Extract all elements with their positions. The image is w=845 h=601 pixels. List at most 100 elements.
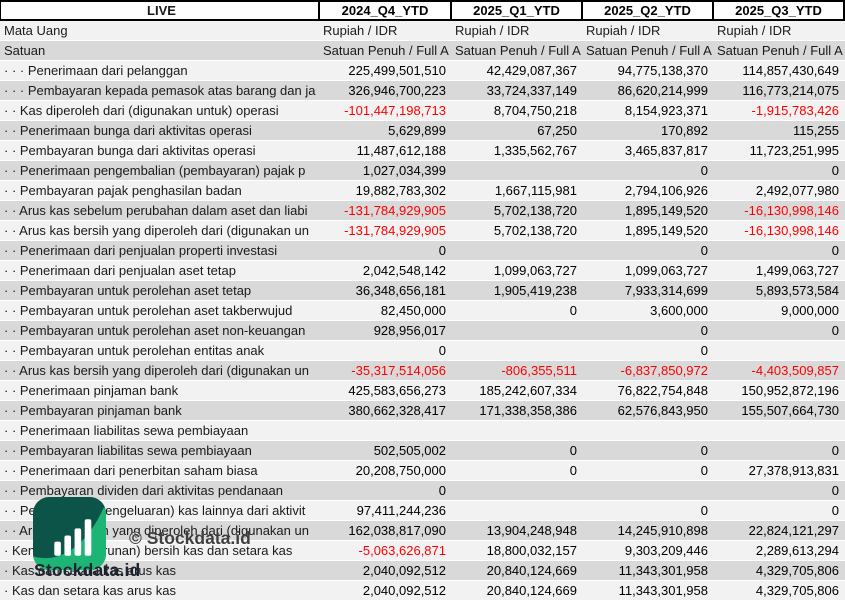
value-cell[interactable]: 1,905,419,238 xyxy=(493,283,577,298)
value-cell[interactable]: 5,702,138,720 xyxy=(493,223,577,238)
row-label[interactable]: · · Arus kas sebelum perubahan dalam ase… xyxy=(4,203,308,218)
value-cell[interactable]: 0 xyxy=(831,243,839,258)
value-cell[interactable]: 502,505,002 xyxy=(373,443,446,458)
row-label[interactable]: · · Pembayaran pinjaman bank xyxy=(4,403,182,418)
value-cell[interactable]: 0 xyxy=(700,343,708,358)
value-cell[interactable]: 116,773,214,075 xyxy=(742,83,839,98)
value-cell[interactable]: 19,882,783,302 xyxy=(355,183,446,198)
value-cell[interactable]: -131,784,929,905 xyxy=(344,223,446,238)
value-cell[interactable] xyxy=(452,241,583,260)
value-cell[interactable] xyxy=(452,481,583,500)
value-cell[interactable]: 0 xyxy=(438,243,446,258)
value-cell[interactable]: 7,933,314,699 xyxy=(624,283,708,298)
row-label[interactable]: · · Arus kas bersih yang diperoleh dari … xyxy=(4,223,309,238)
value-cell[interactable] xyxy=(452,321,583,340)
row-label[interactable]: · · Penerimaan pengembalian (pembayaran)… xyxy=(4,163,306,178)
value-cell[interactable]: 0 xyxy=(569,463,577,478)
value-cell[interactable] xyxy=(583,481,714,500)
value-cell[interactable]: 0 xyxy=(569,443,577,458)
value-cell[interactable]: -131,784,929,905 xyxy=(344,203,446,218)
value-cell[interactable]: 67,250 xyxy=(537,123,577,138)
value-cell[interactable]: 0 xyxy=(438,483,446,498)
value-cell[interactable]: 2,040,092,512 xyxy=(362,563,446,578)
value-cell[interactable]: 0 xyxy=(700,323,708,338)
row-label[interactable]: Satuan xyxy=(4,43,46,58)
value-cell[interactable]: 115,255 xyxy=(792,123,839,138)
value-cell[interactable]: 1,335,562,767 xyxy=(493,143,577,158)
value-cell[interactable]: 1,099,063,727 xyxy=(624,263,708,278)
value-cell[interactable] xyxy=(583,421,714,440)
value-cell[interactable]: 1,027,034,399 xyxy=(362,163,446,178)
header-cell-2025_q3_ytd[interactable]: 2025_Q3_YTD xyxy=(714,2,845,19)
value-cell[interactable]: 170,892 xyxy=(661,123,708,138)
row-label[interactable]: · · Penerimaan liabilitas sewa pembiayaa… xyxy=(4,423,249,438)
value-cell[interactable]: 11,487,612,188 xyxy=(356,143,446,158)
value-cell[interactable]: 2,289,613,294 xyxy=(755,543,839,558)
value-cell[interactable]: -35,317,514,056 xyxy=(351,363,446,378)
value-cell[interactable]: 11,343,301,958 xyxy=(618,583,708,598)
value-cell[interactable]: -1,915,783,426 xyxy=(751,103,839,118)
value-cell[interactable]: 82,450,000 xyxy=(380,303,446,318)
value-cell[interactable]: 76,822,754,848 xyxy=(617,383,708,398)
value-cell[interactable]: 0 xyxy=(700,243,708,258)
value-cell[interactable]: 0 xyxy=(831,323,839,338)
row-label[interactable]: · · Penerimaan dari penjualan properti i… xyxy=(4,243,278,258)
value-cell[interactable]: 1,895,149,520 xyxy=(624,223,708,238)
row-label[interactable]: · · Pembayaran untuk perolehan aset takb… xyxy=(4,303,293,318)
value-cell[interactable] xyxy=(452,161,583,180)
value-cell[interactable]: 20,840,124,669 xyxy=(486,563,577,578)
header-cell-live[interactable]: LIVE xyxy=(0,2,320,19)
value-cell[interactable]: 18,800,032,157 xyxy=(486,543,577,558)
row-label[interactable]: Mata Uang xyxy=(4,23,68,38)
value-cell[interactable]: -101,447,198,713 xyxy=(344,103,446,118)
value-cell[interactable]: 0 xyxy=(700,503,708,518)
value-cell[interactable]: -5,063,626,871 xyxy=(358,543,446,558)
value-cell[interactable]: 94,775,138,370 xyxy=(617,63,708,78)
value-cell[interactable]: 86,620,214,999 xyxy=(617,83,708,98)
value-cell[interactable]: 5,702,138,720 xyxy=(493,203,577,218)
value-cell[interactable]: 114,857,430,649 xyxy=(742,63,839,78)
value-cell[interactable]: -806,355,511 xyxy=(501,363,577,378)
meta-value-cell[interactable]: Rupiah / IDR xyxy=(586,23,661,38)
value-cell[interactable]: 27,378,913,831 xyxy=(748,463,839,478)
value-cell[interactable]: 1,895,149,520 xyxy=(624,203,708,218)
value-cell[interactable]: -4,403,509,857 xyxy=(751,363,839,378)
value-cell[interactable]: 162,038,817,090 xyxy=(348,523,446,538)
row-label[interactable]: · · Pembayaran dividen dari aktivitas pe… xyxy=(4,483,283,498)
value-cell[interactable]: 20,840,124,669 xyxy=(486,583,577,598)
value-cell[interactable] xyxy=(452,341,583,360)
value-cell[interactable] xyxy=(452,501,583,520)
value-cell[interactable]: 5,629,899 xyxy=(388,123,446,138)
value-cell[interactable]: 155,507,664,730 xyxy=(741,403,839,418)
header-cell-2025_q2_ytd[interactable]: 2025_Q2_YTD xyxy=(583,2,714,19)
value-cell[interactable]: 185,242,607,334 xyxy=(479,383,577,398)
header-cell-2025_q1_ytd[interactable]: 2025_Q1_YTD xyxy=(452,2,583,19)
row-label[interactable]: · · Pembayaran bunga dari aktivitas oper… xyxy=(4,143,256,158)
value-cell[interactable]: 2,794,106,926 xyxy=(624,183,708,198)
value-cell[interactable]: 0 xyxy=(831,443,839,458)
value-cell[interactable]: 0 xyxy=(831,163,839,178)
row-label[interactable]: · · · Pembayaran kepada pemasok atas bar… xyxy=(4,83,316,98)
value-cell[interactable]: 380,662,328,417 xyxy=(348,403,446,418)
meta-value-cell[interactable]: Rupiah / IDR xyxy=(455,23,530,38)
row-label[interactable]: · · Pembayaran pajak penghasilan badan xyxy=(4,183,242,198)
row-label[interactable]: · · Penerimaan bunga dari aktivitas oper… xyxy=(4,123,252,138)
value-cell[interactable]: 9,303,209,446 xyxy=(624,543,708,558)
row-label[interactable]: · · Kas diperoleh dari (digunakan untuk)… xyxy=(4,103,279,118)
value-cell[interactable]: 33,724,337,149 xyxy=(486,83,577,98)
value-cell[interactable]: 4,329,705,806 xyxy=(755,583,839,598)
meta-value-cell[interactable]: Satuan Penuh / Full A xyxy=(586,43,712,58)
value-cell[interactable]: -6,837,850,972 xyxy=(620,363,708,378)
value-cell[interactable] xyxy=(714,421,845,440)
value-cell[interactable]: 0 xyxy=(569,303,577,318)
value-cell[interactable]: 9,000,000 xyxy=(781,303,839,318)
value-cell[interactable]: 20,208,750,000 xyxy=(355,463,446,478)
row-label[interactable]: · · Pembayaran untuk perolehan aset non-… xyxy=(4,323,306,338)
value-cell[interactable]: 22,824,121,297 xyxy=(748,523,839,538)
value-cell[interactable]: 8,154,923,371 xyxy=(624,103,708,118)
value-cell[interactable]: 0 xyxy=(438,343,446,358)
value-cell[interactable]: 1,099,063,727 xyxy=(493,263,577,278)
value-cell[interactable]: 97,411,244,236 xyxy=(356,503,446,518)
value-cell[interactable]: 326,946,700,223 xyxy=(348,83,446,98)
value-cell[interactable] xyxy=(320,421,452,440)
